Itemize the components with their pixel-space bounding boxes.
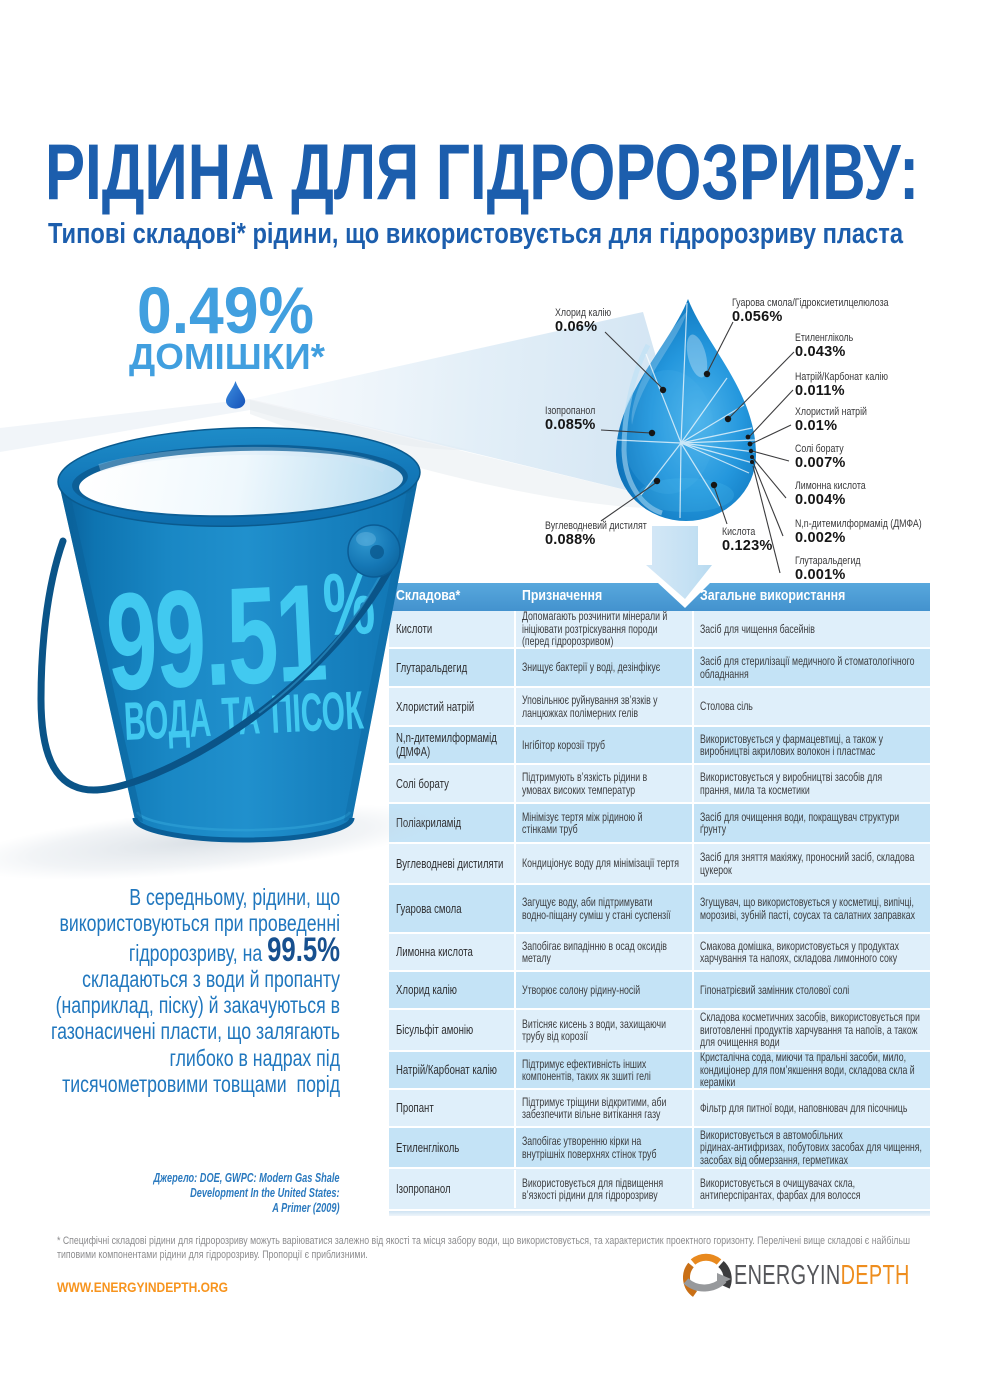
svg-text:ВОДА ТА ПІСОК: ВОДА ТА ПІСОК <box>123 680 365 752</box>
svg-text:ENERGYINDEPTH: ENERGYINDEPTH <box>734 1260 910 1291</box>
